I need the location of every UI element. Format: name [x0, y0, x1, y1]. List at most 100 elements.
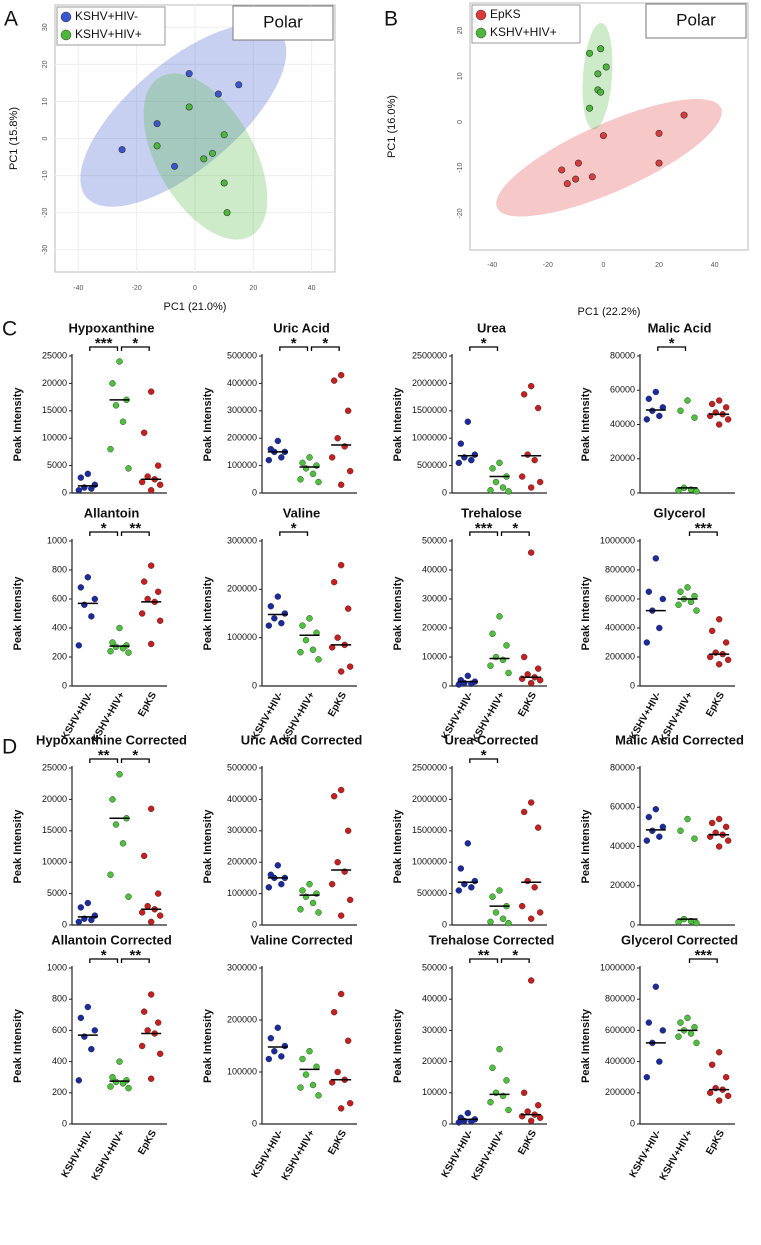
y-axis-label: Peak Intensity [202, 576, 214, 651]
y-tick-label: 10000 [422, 651, 447, 661]
y-tick-label: 0 [62, 1118, 67, 1128]
significance-label: * [512, 520, 518, 537]
y-tick-label: 20000 [42, 794, 67, 804]
y-axis-label: Peak Intensity [392, 576, 404, 651]
y-tick-label: 200 [52, 1087, 67, 1097]
significance-label: *** [95, 335, 113, 352]
y-tick-label: 30000 [422, 1025, 447, 1035]
data-point [520, 653, 528, 661]
data-point [489, 1064, 496, 1072]
data-point [334, 435, 341, 442]
data-point [675, 601, 682, 608]
data-point [594, 70, 602, 78]
data-point [309, 899, 317, 907]
x-tick-label: EpKS [136, 1128, 159, 1157]
x-tick-label: EpKS [326, 1128, 349, 1157]
significance-label: * [481, 335, 487, 352]
data-point [691, 835, 698, 842]
data-point [534, 824, 542, 831]
y-tick-label: 60000 [610, 802, 635, 812]
y-axis-label: Peak Intensity [12, 576, 24, 651]
y-tick-label: 20000 [422, 1056, 447, 1066]
data-point [344, 1037, 352, 1045]
significance-label: ** [478, 947, 490, 964]
data-point [112, 821, 120, 828]
x-axis-label: PC1 (21.0%) [164, 301, 227, 313]
data-point [119, 418, 127, 425]
significance-label: ** [129, 520, 141, 537]
data-point [328, 880, 336, 888]
significance-bracket [120, 346, 150, 351]
data-point [147, 640, 155, 648]
y-tick-label: 500000 [417, 888, 447, 898]
y-tick-label: 40000 [422, 994, 447, 1004]
y-tick-label: 40000 [610, 841, 635, 851]
y-axis-label: Peak Intensity [580, 1008, 592, 1083]
label-box [645, 3, 747, 39]
data-point [297, 906, 304, 913]
data-point [499, 484, 507, 491]
data-point [656, 833, 663, 840]
data-point [337, 1105, 345, 1112]
significance-bracket [469, 531, 499, 536]
data-point [75, 918, 83, 926]
y-axis-label: Peak Intensity [580, 809, 592, 884]
data-point [153, 120, 161, 128]
y-tick-label: 20000 [610, 880, 635, 890]
y-tick-label: 5000 [47, 460, 67, 470]
data-point [691, 1024, 698, 1031]
data-point [536, 1114, 544, 1121]
y-tick-label: 0 [62, 919, 67, 929]
data-point [154, 462, 162, 469]
significance-label: * [291, 520, 297, 537]
y-tick-label: 0 [442, 680, 447, 690]
data-point [487, 662, 494, 669]
data-point [109, 380, 116, 387]
x-tick-label: KSHV+HIV+ [658, 1128, 696, 1182]
legend-marker [475, 9, 487, 21]
data-point [315, 478, 322, 486]
y-tick-label: 0 [630, 1118, 635, 1128]
data-point [496, 1045, 503, 1053]
data-point [649, 827, 656, 834]
data-point [118, 146, 126, 154]
data-point [487, 487, 494, 494]
significance-label: * [291, 335, 297, 352]
y-tick-label: 0 [252, 680, 257, 690]
x-tick-label: -20 [543, 262, 553, 269]
data-point [116, 358, 123, 365]
data-point [649, 407, 656, 414]
y-axis-label: PC1 (16.0%) [386, 95, 398, 158]
y-tick-label: 10 [42, 97, 49, 105]
data-point [306, 454, 313, 461]
legend-label: KSHV+HIV+ [490, 25, 557, 39]
data-point [265, 1055, 273, 1063]
data-point [531, 884, 538, 891]
significance-bracket [469, 758, 499, 763]
panel-label: C [2, 318, 17, 341]
data-point [274, 1024, 282, 1032]
y-axis-label: Peak Intensity [12, 387, 24, 462]
data-point [656, 624, 663, 632]
data-point [116, 1058, 123, 1065]
y-tick-label: 600 [52, 1025, 67, 1035]
data-point [524, 1108, 531, 1115]
y-tick-label: 0 [252, 919, 257, 929]
data-point [524, 877, 531, 885]
data-point [505, 669, 512, 677]
y-axis-label: Peak Intensity [202, 387, 214, 462]
y-tick-label: -10 [457, 163, 464, 173]
data-point [154, 588, 162, 595]
data-point [724, 656, 732, 664]
data-point [138, 610, 146, 617]
data-point [505, 919, 512, 927]
data-point [487, 918, 494, 926]
data-point [503, 1077, 510, 1084]
significance-bracket [688, 958, 718, 963]
data-point [299, 887, 306, 894]
data-point [274, 437, 282, 445]
y-tick-label: 20000 [422, 622, 447, 632]
data-point [645, 1019, 653, 1026]
data-point [185, 103, 193, 111]
data-point [684, 815, 691, 823]
